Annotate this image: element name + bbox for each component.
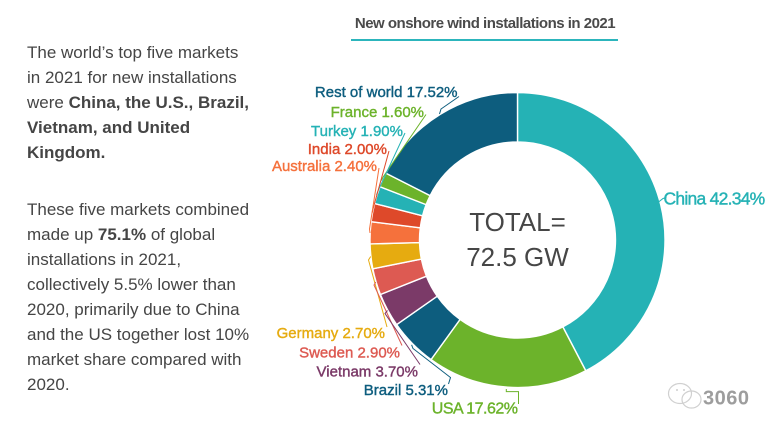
svg-text:India 2.00%: India 2.00%: [308, 141, 387, 158]
svg-text:USA 17.62%: USA 17.62%: [432, 401, 518, 418]
svg-text:3060: 3060: [703, 388, 750, 410]
svg-text:Brazil 5.31%: Brazil 5.31%: [364, 382, 448, 399]
svg-text:TOTAL=: TOTAL=: [469, 207, 566, 237]
svg-text:Turkey 1.90%: Turkey 1.90%: [311, 123, 403, 140]
svg-text:China 42.34%: China 42.34%: [664, 189, 765, 209]
svg-text:Australia 2.40%: Australia 2.40%: [272, 158, 377, 175]
svg-text:Germany 2.70%: Germany 2.70%: [277, 325, 385, 342]
svg-text:72.5 GW: 72.5 GW: [466, 242, 569, 272]
svg-text:Sweden 2.90%: Sweden 2.90%: [299, 345, 400, 362]
svg-text:Vietnam 3.70%: Vietnam 3.70%: [317, 364, 418, 381]
svg-text:Rest of world 17.52%: Rest of world 17.52%: [315, 84, 458, 101]
svg-text:France 1.60%: France 1.60%: [331, 104, 424, 121]
